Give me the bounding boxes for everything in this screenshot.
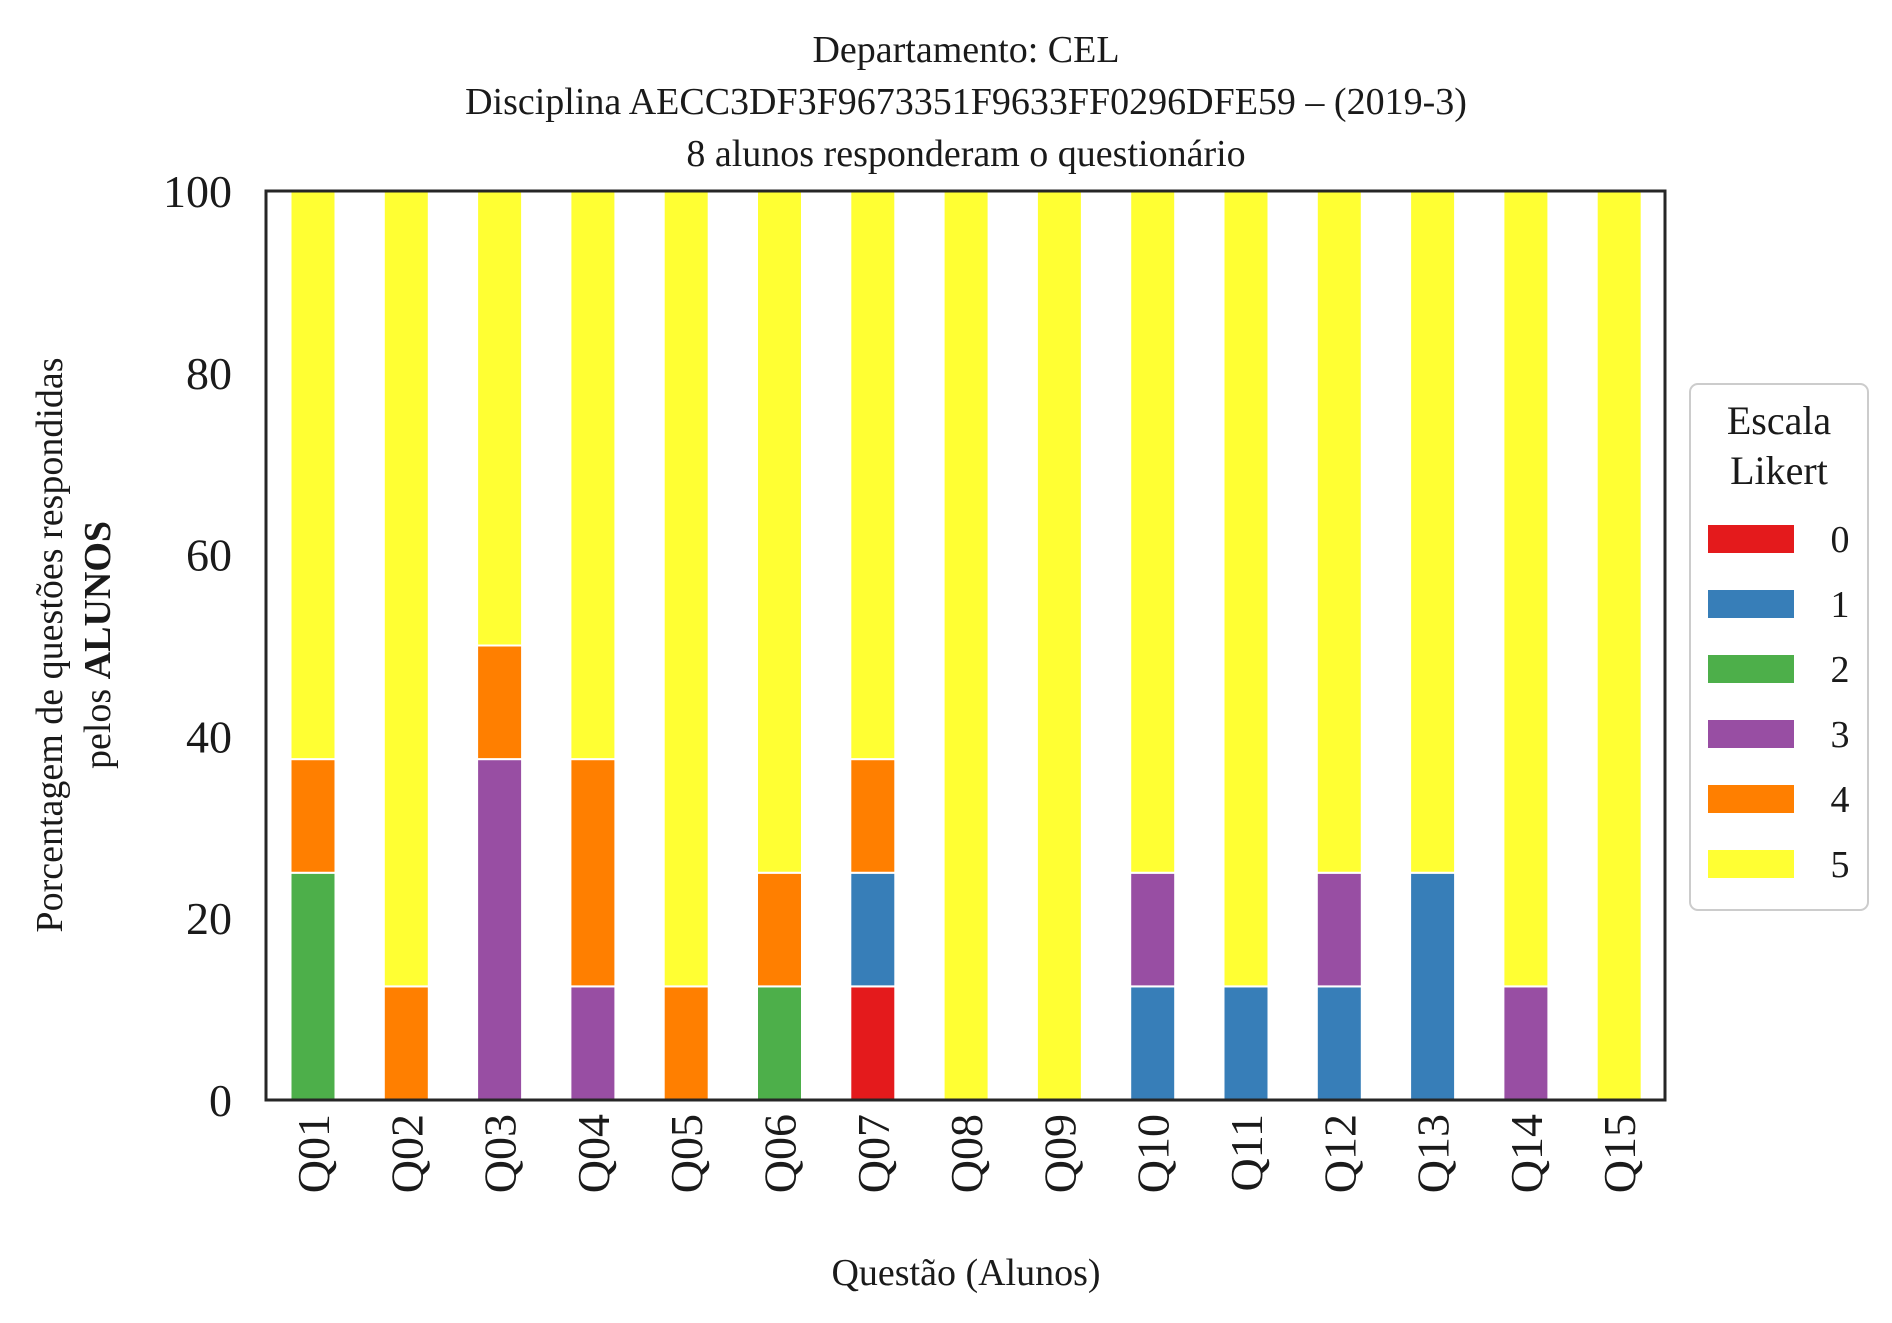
chart-title-line-1: Departamento: CEL — [812, 29, 1119, 71]
bar-q01-likert-5 — [289, 190, 337, 761]
bar-q06-likert-5 — [756, 190, 803, 874]
bar-q01-likert-2 — [289, 871, 337, 1101]
bar-q13-likert-1 — [1409, 871, 1457, 1101]
bar-q10-likert-1 — [1129, 985, 1177, 1101]
bar-q06-likert-4 — [756, 871, 803, 988]
legend-box — [1689, 383, 1869, 911]
x-tick-label-q05: Q05 — [661, 1114, 712, 1193]
legend-items: 0 1 2 3 4 5 — [1708, 519, 1850, 886]
y-tick-label: 80 — [186, 348, 232, 399]
bar-q12-likert-1 — [1315, 985, 1363, 1101]
bar-q03-likert-5 — [476, 190, 524, 647]
x-tick-label-q10: Q10 — [1128, 1114, 1179, 1193]
chart-title-line-3: 8 alunos responderam o questionário — [686, 133, 1245, 175]
bar-q05-likert-4 — [662, 985, 710, 1101]
x-tick-label-q08: Q08 — [941, 1114, 992, 1193]
legend-swatch-5 — [1708, 850, 1794, 878]
bar-q06-likert-2 — [756, 985, 803, 1101]
legend-label-3: 3 — [1831, 714, 1850, 756]
y-axis-label: Porcentagem de questões respondidas pelo… — [29, 357, 119, 932]
legend-swatch-0 — [1708, 525, 1794, 553]
y-tick-label: 0 — [209, 1075, 232, 1126]
x-tick-label-q04: Q04 — [568, 1114, 619, 1193]
bar-q10-likert-3 — [1129, 871, 1177, 988]
legend-swatch-1 — [1708, 590, 1794, 618]
x-tick-label-q13: Q13 — [1408, 1114, 1459, 1193]
x-tick-label-q07: Q07 — [848, 1114, 899, 1193]
legend-label-2: 2 — [1831, 649, 1850, 691]
y-tick-label: 60 — [186, 530, 232, 581]
bar-q12-likert-5 — [1315, 190, 1363, 874]
x-tick-label-q15: Q15 — [1594, 1114, 1645, 1193]
bar-q09-likert-5 — [1035, 190, 1083, 1101]
bar-q07-likert-4 — [849, 758, 897, 874]
bar-q07-likert-1 — [849, 871, 897, 988]
legend-swatch-3 — [1708, 720, 1794, 748]
bar-q10-likert-5 — [1129, 190, 1177, 874]
bar-q03-likert-4 — [476, 644, 524, 761]
legend-swatch-2 — [1708, 655, 1794, 683]
x-tick-label-q09: Q09 — [1034, 1114, 1085, 1193]
bar-q07-likert-0 — [849, 985, 897, 1101]
y-tick-label: 20 — [186, 893, 232, 944]
bar-q02-likert-5 — [382, 190, 430, 988]
bar-q04-likert-3 — [569, 985, 617, 1101]
legend: Escala Likert 0 1 2 3 4 5 — [1689, 383, 1869, 911]
bar-q13-likert-5 — [1409, 190, 1457, 874]
legend-label-0: 0 — [1831, 519, 1850, 561]
x-tick-label-q03: Q03 — [475, 1114, 526, 1193]
y-axis-label-bold: ALUNOS — [77, 521, 119, 679]
x-tick-label-q12: Q12 — [1314, 1114, 1365, 1193]
bar-q01-likert-4 — [289, 758, 337, 874]
bar-q04-likert-5 — [569, 190, 617, 761]
y-tick-label: 100 — [163, 166, 232, 217]
bar-q15-likert-5 — [1595, 190, 1643, 1101]
legend-title-line-2: Likert — [1730, 448, 1828, 493]
bar-q02-likert-4 — [382, 985, 430, 1101]
legend-label-4: 4 — [1831, 779, 1850, 821]
y-axis-label-line-1: Porcentagem de questões respondidas — [29, 357, 71, 932]
bar-q12-likert-3 — [1315, 871, 1363, 988]
x-tick-label-q02: Q02 — [381, 1114, 432, 1193]
bar-q03-likert-3 — [476, 758, 524, 1101]
y-axis-label-line-2: pelos ALUNOS — [77, 521, 119, 769]
chart-title: Departamento: CEL Disciplina AECC3DF3F96… — [465, 29, 1467, 175]
x-tick-label-q01: Q01 — [288, 1114, 339, 1193]
bar-q05-likert-5 — [662, 190, 710, 988]
x-tick-label-q14: Q14 — [1501, 1114, 1552, 1193]
x-axis-ticks: Q01 Q02 Q03 Q04 Q05 Q06 Q07 Q08 Q09 Q10 Q11 Q12 Q13 Q… — [288, 1114, 1645, 1193]
legend-swatch-4 — [1708, 785, 1794, 813]
bar-q11-likert-1 — [1222, 985, 1270, 1101]
y-tick-label: 40 — [186, 711, 232, 762]
bar-q11-likert-5 — [1222, 190, 1270, 988]
bar-q14-likert-3 — [1502, 985, 1550, 1101]
y-axis-label-prefix: pelos — [77, 679, 119, 769]
bar-q07-likert-5 — [849, 190, 897, 761]
x-axis-label: Questão (Alunos) — [831, 1252, 1100, 1294]
legend-title-line-1: Escala — [1727, 398, 1832, 443]
x-tick-label-q11: Q11 — [1221, 1114, 1272, 1192]
bar-q04-likert-4 — [569, 758, 617, 988]
x-tick-label-q06: Q06 — [755, 1114, 806, 1193]
legend-label-5: 5 — [1831, 844, 1850, 886]
y-axis-ticks: 0 20 40 60 80 100 — [163, 166, 232, 1126]
bar-stacks — [289, 190, 1643, 1101]
bar-q08-likert-5 — [942, 190, 990, 1101]
legend-label-1: 1 — [1831, 584, 1850, 626]
bar-q14-likert-5 — [1502, 190, 1550, 988]
plot-frame — [264, 189, 1667, 1102]
chart-title-line-2: Disciplina AECC3DF3F9673351F9633FF0296DF… — [465, 81, 1467, 123]
